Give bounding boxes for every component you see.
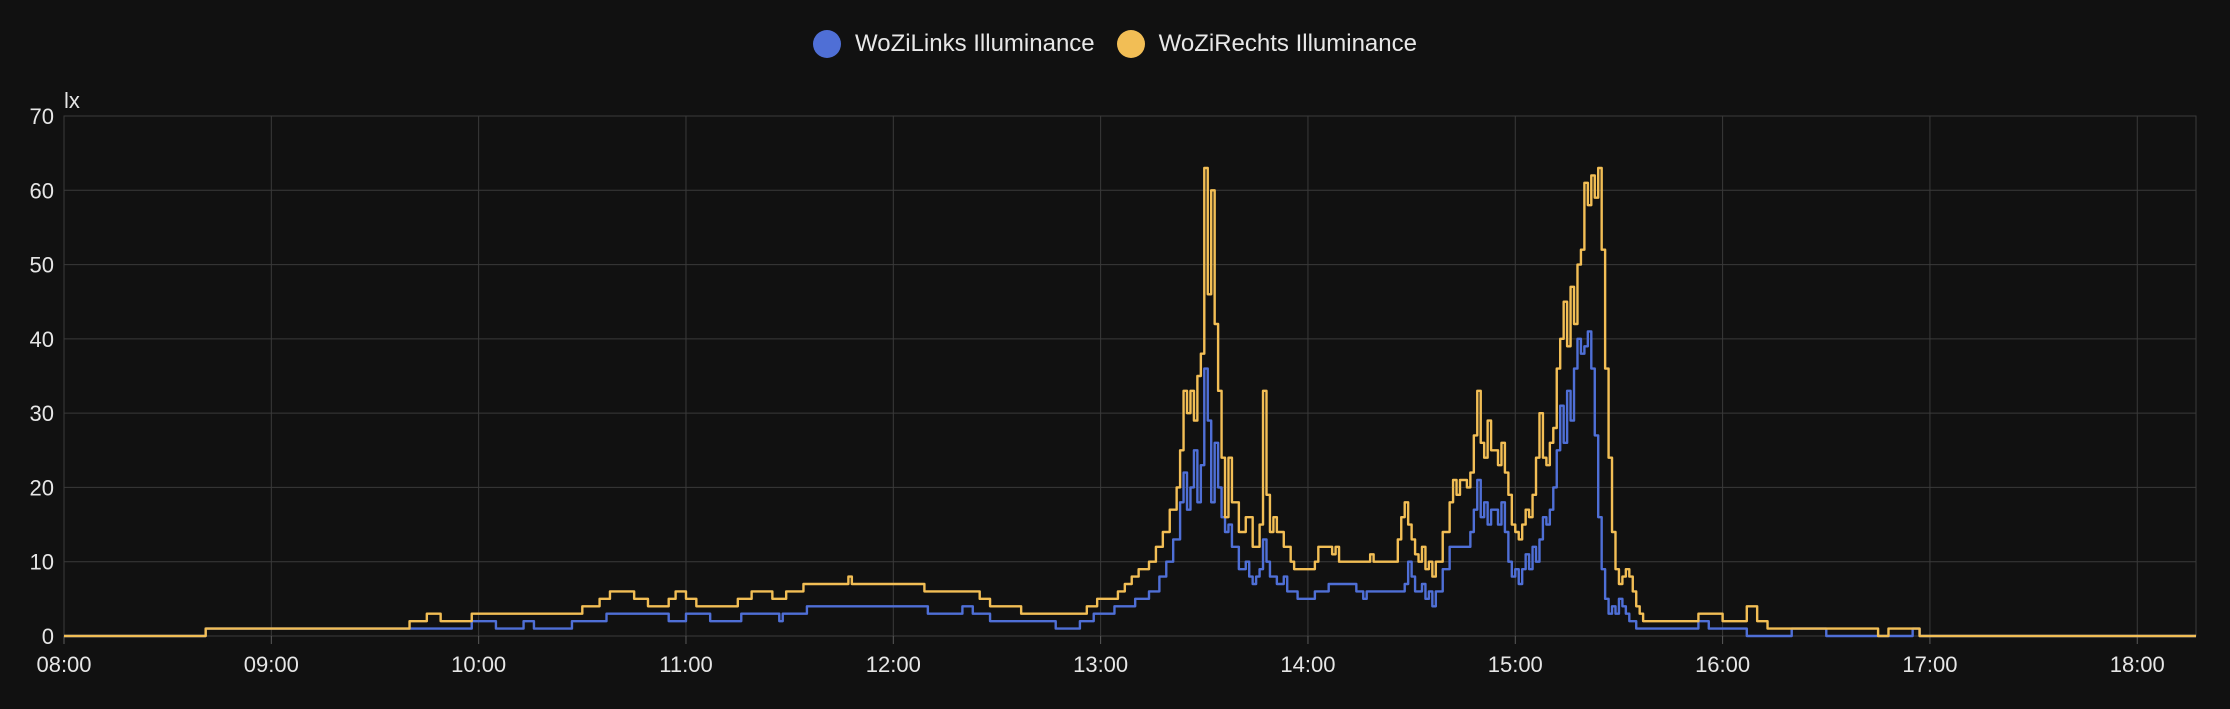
axis-labels: 0 10 20 30 40 50 60 70 lx 08:00 09:00 10:00 11:00 12:… bbox=[30, 88, 2165, 677]
y-tick-label: 50 bbox=[30, 253, 54, 278]
y-tick-label: 0 bbox=[42, 624, 54, 649]
y-tick-label: 40 bbox=[30, 327, 54, 352]
legend-swatch-wozilinks bbox=[813, 30, 841, 58]
y-tick-label: 10 bbox=[30, 550, 54, 575]
legend-item-wozilinks[interactable]: WoZiLinks Illuminance bbox=[813, 30, 1095, 58]
legend-label-wozirechts: WoZiRechts Illuminance bbox=[1158, 30, 1417, 57]
x-tick-label: 15:00 bbox=[1488, 652, 1543, 677]
y-axis-unit: lx bbox=[64, 88, 80, 113]
x-tick-label: 17:00 bbox=[1902, 652, 1957, 677]
series-line-wozirechts bbox=[64, 166, 2196, 638]
series-line-wozilinks bbox=[64, 330, 2196, 638]
y-tick-label: 60 bbox=[30, 178, 54, 203]
x-tick-label: 10:00 bbox=[451, 652, 506, 677]
legend-item-wozirechts[interactable]: WoZiRechts Illuminance bbox=[1116, 30, 1417, 58]
y-tick-label: 30 bbox=[30, 401, 54, 426]
x-tick-label: 08:00 bbox=[36, 652, 91, 677]
x-tick-label: 12:00 bbox=[866, 652, 921, 677]
legend-swatch-wozirechts bbox=[1116, 30, 1145, 58]
x-tick-label: 13:00 bbox=[1073, 652, 1128, 677]
y-tick-label: 70 bbox=[30, 104, 54, 129]
x-tick-label: 14:00 bbox=[1280, 652, 1335, 677]
legend-label-wozilinks: WoZiLinks Illuminance bbox=[855, 30, 1095, 57]
x-tick-label: 18:00 bbox=[2110, 652, 2165, 677]
x-tick-label: 16:00 bbox=[1695, 652, 1750, 677]
grid-lines bbox=[63, 115, 2197, 644]
series-lines bbox=[64, 166, 2196, 638]
x-tick-label: 09:00 bbox=[244, 652, 299, 677]
plot-frame bbox=[63, 115, 2197, 637]
y-tick-label: 20 bbox=[30, 475, 54, 500]
x-tick-label: 11:00 bbox=[659, 652, 712, 677]
chart-legend: WoZiLinks Illuminance WoZiRechts Illumin… bbox=[0, 30, 2230, 58]
